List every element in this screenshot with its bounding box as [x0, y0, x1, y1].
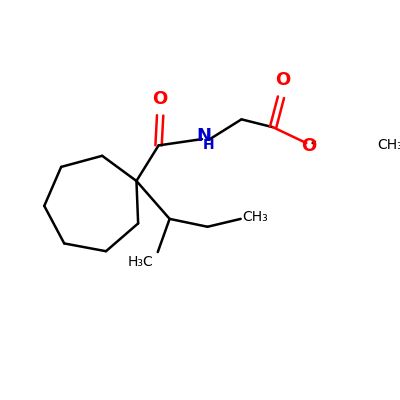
Text: N: N [196, 127, 211, 145]
Text: CH₃: CH₃ [377, 138, 400, 152]
Text: H: H [202, 138, 214, 152]
Text: H₃C: H₃C [128, 254, 153, 268]
Text: CH₃: CH₃ [242, 210, 268, 224]
Text: O: O [301, 137, 316, 155]
Text: O: O [275, 71, 290, 89]
Text: O: O [152, 90, 168, 108]
